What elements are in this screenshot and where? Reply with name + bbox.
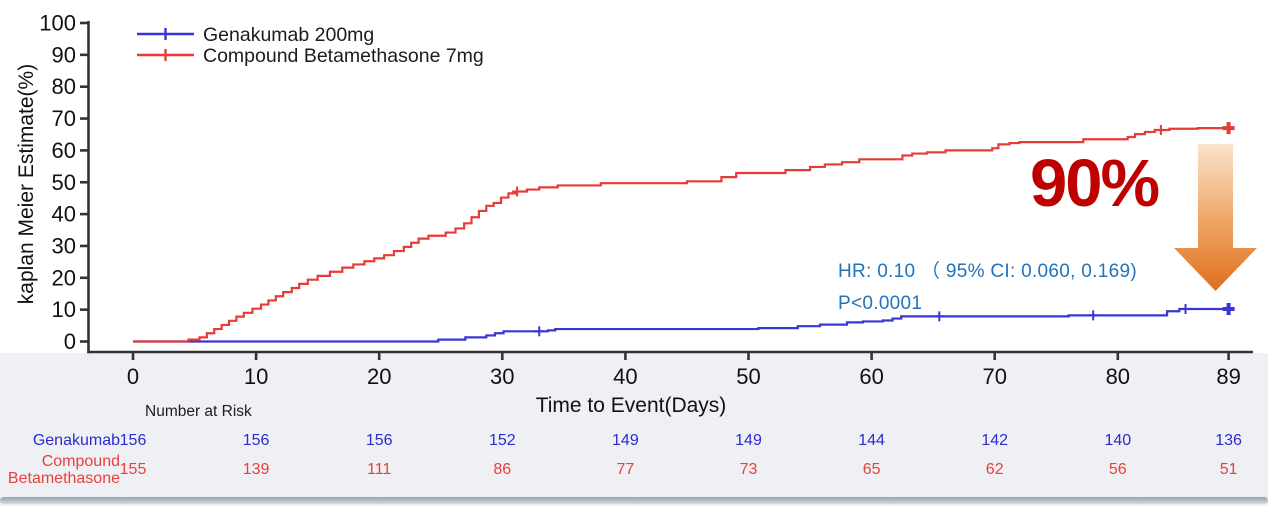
x-axis-label: Time to Event(Days) — [536, 394, 727, 417]
svg-text:10: 10 — [244, 364, 268, 389]
svg-text:50: 50 — [52, 170, 76, 195]
risk-table-header: Number at Risk — [145, 403, 252, 420]
risk-count: 136 — [1215, 432, 1242, 449]
svg-text:50: 50 — [736, 364, 760, 389]
legend-label: Compound Betamethasone 7mg — [203, 45, 484, 67]
risk-count: 152 — [488, 432, 516, 449]
svg-text:10: 10 — [52, 297, 76, 322]
svg-text:70: 70 — [982, 364, 1006, 389]
risk-count: 65 — [862, 461, 881, 478]
risk-count: 56 — [1108, 461, 1127, 478]
legend-label: Genakumab 200mg — [203, 24, 374, 46]
km-curve — [133, 127, 1229, 343]
risk-count: 149 — [735, 432, 762, 449]
hazard-ratio-text: HR: 0.10 （ 95% CI: 0.060, 0.169) — [838, 261, 1137, 282]
risk-count: 142 — [981, 432, 1009, 449]
svg-text:70: 70 — [52, 106, 76, 131]
svg-text:80: 80 — [1106, 364, 1130, 389]
risk-count: 156 — [242, 432, 270, 449]
svg-text:30: 30 — [52, 233, 76, 258]
svg-text:100: 100 — [39, 11, 76, 36]
svg-text:0: 0 — [127, 364, 139, 389]
risk-count: 149 — [612, 432, 639, 449]
km-curve — [133, 307, 1229, 343]
risk-count: 140 — [1104, 432, 1132, 449]
risk-count: 111 — [367, 461, 392, 478]
svg-text:20: 20 — [367, 364, 391, 389]
axis-lower-background — [0, 353, 1268, 506]
risk-count: 73 — [739, 461, 758, 478]
svg-text:89: 89 — [1216, 364, 1240, 389]
svg-text:90: 90 — [52, 42, 76, 67]
tick-labels: 0 10 20 30 40 50 60 70 80 90 100 0 10 20 30 40 50 60 70 80 8… — [39, 11, 1241, 390]
y-axis-label: kaplan Meier Estimate(%) — [15, 64, 38, 304]
reduction-percentage-text: 90% — [1030, 146, 1160, 221]
risk-count: 62 — [985, 461, 1004, 478]
svg-text:60: 60 — [52, 138, 76, 163]
p-value-text: P<0.0001 — [838, 293, 923, 314]
risk-count: 156 — [365, 432, 393, 449]
risk-row-label: Compound Betamethasone — [7, 453, 120, 487]
risk-count: 51 — [1219, 461, 1238, 478]
risk-count: 144 — [858, 432, 885, 449]
svg-text:30: 30 — [490, 364, 514, 389]
svg-text:80: 80 — [52, 74, 76, 99]
risk-count: 86 — [493, 461, 512, 478]
slide-footer-bar — [0, 497, 1268, 504]
svg-text:40: 40 — [613, 364, 637, 389]
risk-count: 77 — [616, 461, 635, 478]
risk-count: 155 — [119, 461, 147, 478]
svg-text:0: 0 — [64, 329, 76, 354]
svg-text:20: 20 — [52, 265, 76, 290]
axes — [80, 21, 1253, 360]
risk-count: 139 — [242, 461, 270, 478]
risk-row-label: Genakumab — [32, 432, 120, 449]
svg-text:60: 60 — [859, 364, 883, 389]
risk-count: 156 — [119, 432, 147, 449]
svg-text:40: 40 — [52, 202, 76, 227]
down-arrow-icon — [1174, 144, 1257, 291]
